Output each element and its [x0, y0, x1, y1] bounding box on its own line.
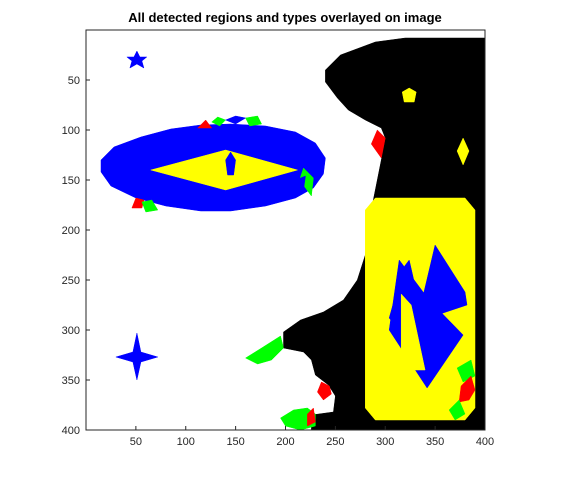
x-tick-label: 300: [376, 436, 394, 448]
x-tick-label: 350: [426, 436, 444, 448]
region-inner-diamond: [150, 149, 298, 191]
region-green-left-crescent: [245, 335, 284, 365]
region-green-patch-2: [245, 115, 262, 127]
region-small-diamond: [225, 151, 236, 176]
x-tick-label: 200: [276, 436, 294, 448]
y-tick-label: 250: [62, 275, 80, 287]
x-axis: 50 100 150 200 250 300 350 400: [130, 426, 494, 448]
x-tick-label: 50: [130, 436, 142, 448]
region-green-right-2: [448, 399, 466, 421]
x-tick-label: 250: [326, 436, 344, 448]
region-red-patch-1: [197, 119, 212, 129]
y-tick-label: 400: [62, 425, 80, 437]
y-tick-label: 350: [62, 375, 80, 387]
y-tick-label: 300: [62, 325, 80, 337]
y-tick-label: 100: [62, 125, 80, 137]
region-green-bottom-crescent: [280, 407, 316, 430]
region-yellow-notch: [400, 293, 426, 371]
region-pentagon-top: [401, 87, 417, 103]
region-red-patch-3: [371, 129, 386, 159]
region-red-right-1: [458, 375, 476, 403]
x-tick-label: 100: [177, 436, 195, 448]
region-star-top: [126, 50, 148, 69]
chart-title: All detected regions and types overlayed…: [128, 10, 442, 25]
region-star-bottom: [115, 332, 159, 381]
region-green-patch-3: [141, 199, 159, 213]
x-tick-label: 400: [476, 436, 494, 448]
region-diamond-right: [456, 137, 470, 166]
x-tick-label: 150: [226, 436, 244, 448]
overlay-regions: [100, 37, 485, 430]
region-red-small-1: [317, 381, 332, 401]
region-red-patch-2: [131, 197, 145, 209]
y-tick-label: 200: [62, 225, 80, 237]
y-tick-label: 50: [68, 75, 80, 87]
y-axis: 50 100 150 200 250 300 350 400: [62, 75, 90, 437]
y-tick-label: 150: [62, 175, 80, 187]
region-red-small-2: [307, 407, 316, 427]
region-blue-patch-2: [295, 175, 306, 191]
